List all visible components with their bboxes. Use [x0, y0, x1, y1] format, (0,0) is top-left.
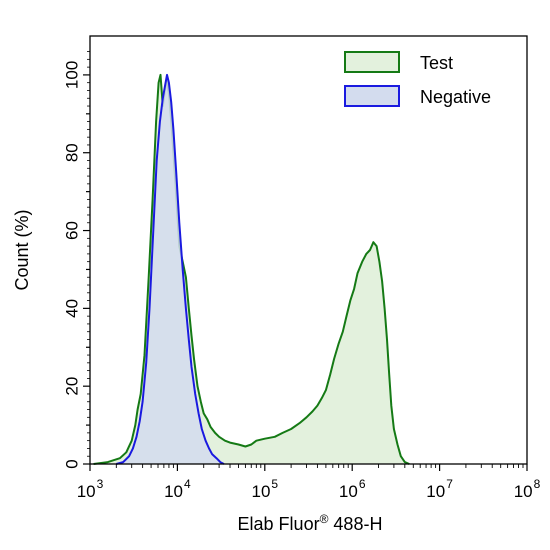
- x-tick-label: 103: [77, 477, 104, 501]
- legend-swatch-test: [344, 51, 400, 73]
- x-tick-label-base: 10: [164, 482, 183, 501]
- y-tick-label: 80: [63, 143, 82, 162]
- x-tick-label-exponent: 7: [446, 477, 453, 491]
- x-tick-label-base: 10: [251, 482, 270, 501]
- axis-ticks: [83, 51, 528, 471]
- y-tick-labels: 0 20 40 60 80 100: [63, 61, 82, 469]
- legend-swatch-negative: [344, 85, 400, 107]
- y-axis-title: Count (%): [12, 209, 32, 290]
- legend-label-test: Test: [420, 53, 453, 73]
- x-tick-label-exponent: 8: [534, 477, 541, 491]
- legend-label-negative: Negative: [420, 87, 491, 107]
- x-tick-label-base: 10: [77, 482, 96, 501]
- x-tick-label-exponent: 5: [271, 477, 278, 491]
- series-line-test: [93, 73, 410, 465]
- plot-frame: [89, 35, 528, 465]
- legend: Test Negative: [344, 51, 491, 107]
- x-tick-labels: 103 104 105 106 107 108: [77, 477, 541, 501]
- x-tick-label-base: 10: [339, 482, 358, 501]
- x-tick-label-exponent: 3: [97, 477, 104, 491]
- x-axis-title-registered-mark: ®: [320, 512, 329, 526]
- series-area-test: [93, 74, 410, 465]
- series-area-negative: [116, 74, 224, 465]
- x-tick-label: 107: [426, 477, 453, 501]
- y-tick-label: 40: [63, 299, 82, 318]
- x-tick-label: 106: [339, 477, 366, 501]
- series-layer: [93, 73, 410, 465]
- x-tick-label: 108: [514, 477, 541, 501]
- x-tick-label-exponent: 4: [184, 477, 191, 491]
- series-line-negative: [116, 73, 225, 465]
- x-tick-label: 105: [251, 477, 278, 501]
- y-tick-label: 20: [63, 377, 82, 396]
- x-tick-label-exponent: 6: [359, 477, 366, 491]
- x-tick-label-base: 10: [426, 482, 445, 501]
- x-axis-title-tail: 488-H: [328, 514, 382, 534]
- y-tick-label: 0: [63, 459, 82, 468]
- x-tick-label: 104: [164, 477, 191, 501]
- y-tick-label: 100: [63, 61, 82, 89]
- y-tick-label: 60: [63, 221, 82, 240]
- x-axis-title-main: Elab Fluor: [238, 514, 320, 534]
- x-tick-label-base: 10: [514, 482, 533, 501]
- x-axis-title: Elab Fluor® 488-H: [238, 512, 383, 534]
